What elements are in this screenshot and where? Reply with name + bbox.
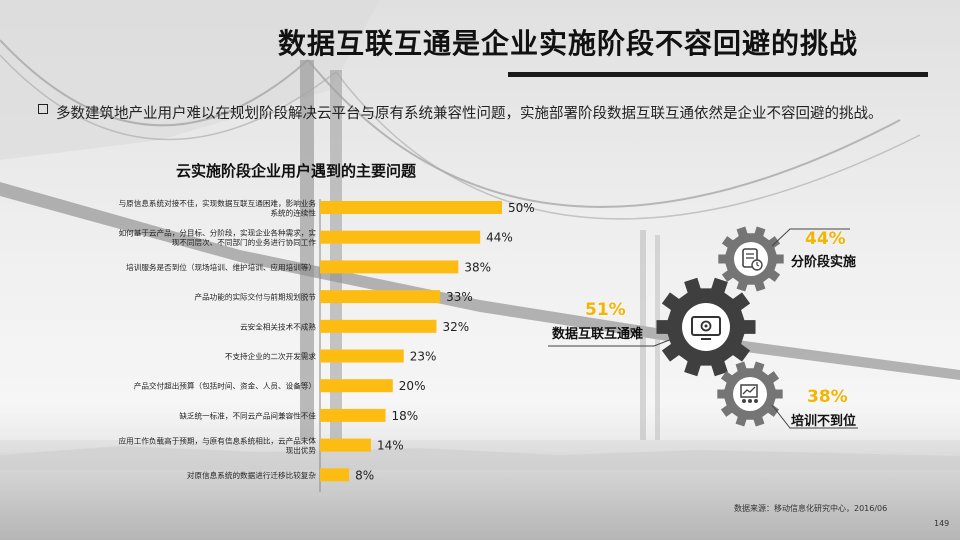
gear-middle-label: 数据互联互通难 — [552, 327, 644, 342]
gear-top-label: 分阶段实施 — [791, 255, 857, 270]
bar-9 — [320, 438, 371, 452]
category-label-6: 不支持企业的二次开发需求 — [225, 351, 317, 361]
category-label-3: 培训服务是否到位（现场培训、维护培训、应用培训等） — [126, 262, 316, 272]
bar-value-label-1: 50% — [508, 201, 535, 215]
gear-top — [718, 226, 784, 292]
gear-bottom-label: 培训不到位 — [791, 414, 857, 429]
category-label-4: 产品功能的实际交付与前期规划脱节 — [195, 292, 317, 302]
bar-value-label-10: 8% — [355, 468, 374, 482]
category-label-1: 与原信息系统对接不佳，实现数据互联互通困难，影响业务系统的连续性 — [119, 198, 317, 218]
category-label-8: 缺乏统一标准，不同云产品间兼容性不佳 — [179, 410, 316, 420]
title-underline — [508, 72, 928, 77]
category-label-line: 产品交付超出预算（包括时间、资金、人员、设备等） — [134, 381, 316, 391]
training-chart-icon — [740, 384, 758, 403]
gear-middle-percent: 51% — [585, 300, 626, 320]
category-label-line: 系统的连续性 — [270, 207, 316, 217]
category-label-line: 如何基于云产品，分目标、分阶段，实现企业各种需求，实 — [119, 227, 317, 237]
bar-value-label-8: 18% — [392, 409, 419, 423]
bar-8 — [320, 408, 386, 422]
bar-value-label-2: 44% — [486, 231, 513, 245]
category-label-2: 如何基于云产品，分目标、分阶段，实现企业各种需求，实现不同层次、不同部门的业务进… — [119, 227, 317, 247]
category-label-line: 产品功能的实际交付与前期规划脱节 — [195, 292, 317, 302]
page-title: 数据互联互通是企业实施阶段不容回避的挑战 — [278, 27, 859, 60]
bar-7 — [320, 379, 393, 393]
category-label-10: 对原信息系统的数据进行迁移比较复杂 — [187, 470, 316, 480]
connector-line-bottom — [771, 404, 858, 429]
bar-value-label-7: 20% — [399, 379, 426, 393]
category-label-line: 与原信息系统对接不佳，实现数据互联互通困难，影响业务 — [119, 198, 317, 208]
bar-5 — [320, 319, 437, 333]
bar-value-label-3: 38% — [464, 260, 491, 274]
page-number: 149 — [934, 519, 950, 528]
bar-3 — [320, 260, 459, 274]
bar-value-label-5: 32% — [442, 320, 469, 334]
bar-value-label-6: 23% — [410, 350, 437, 364]
category-label-5: 云安全相关技术不成熟 — [240, 321, 316, 331]
bar-6 — [320, 349, 404, 363]
chart-title: 云实施阶段企业用户遇到的主要问题 — [176, 162, 417, 180]
monitor-gear-icon — [691, 316, 721, 340]
connector-line-middle — [548, 338, 673, 347]
connector-line-top — [771, 228, 850, 247]
category-label-line: 现出优势 — [286, 445, 317, 455]
category-label-line: 对原信息系统的数据进行迁移比较复杂 — [187, 470, 316, 480]
bar-1 — [320, 201, 502, 214]
category-label-line: 缺乏统一标准，不同云产品间兼容性不佳 — [179, 410, 316, 420]
bar-2 — [320, 230, 481, 244]
data-source-note: 数据来源：移动信息化研究中心，2016/06 — [734, 504, 888, 513]
bar-value-label-4: 33% — [446, 290, 473, 304]
bar-10 — [320, 468, 350, 482]
gear-bottom-percent: 38% — [807, 387, 848, 407]
gear-top-percent: 44% — [805, 229, 846, 249]
category-label-line: 应用工作负载高于预期，与原有信息系统相比，云产品未体 — [119, 435, 317, 445]
bar-4 — [320, 290, 441, 304]
summary-text: 多数建筑地产业用户难以在规划阶段解决云平台与原有系统兼容性问题，实施部署阶段数据… — [56, 106, 883, 122]
category-label-line: 现不同层次、不同部门的业务进行协同工作 — [172, 237, 317, 247]
category-label-9: 应用工作负载高于预期，与原有信息系统相比，云产品未体现出优势 — [119, 435, 317, 455]
category-label-7: 产品交付超出预算（包括时间、资金、人员、设备等） — [134, 381, 316, 391]
clipboard-clock-icon — [742, 248, 763, 271]
bullet-square-icon — [38, 104, 48, 114]
category-label-line: 培训服务是否到位（现场培训、维护培训、应用培训等） — [126, 262, 316, 272]
bar-value-label-9: 14% — [377, 439, 404, 453]
category-label-line: 不支持企业的二次开发需求 — [225, 351, 317, 361]
category-label-line: 云安全相关技术不成熟 — [240, 321, 316, 331]
